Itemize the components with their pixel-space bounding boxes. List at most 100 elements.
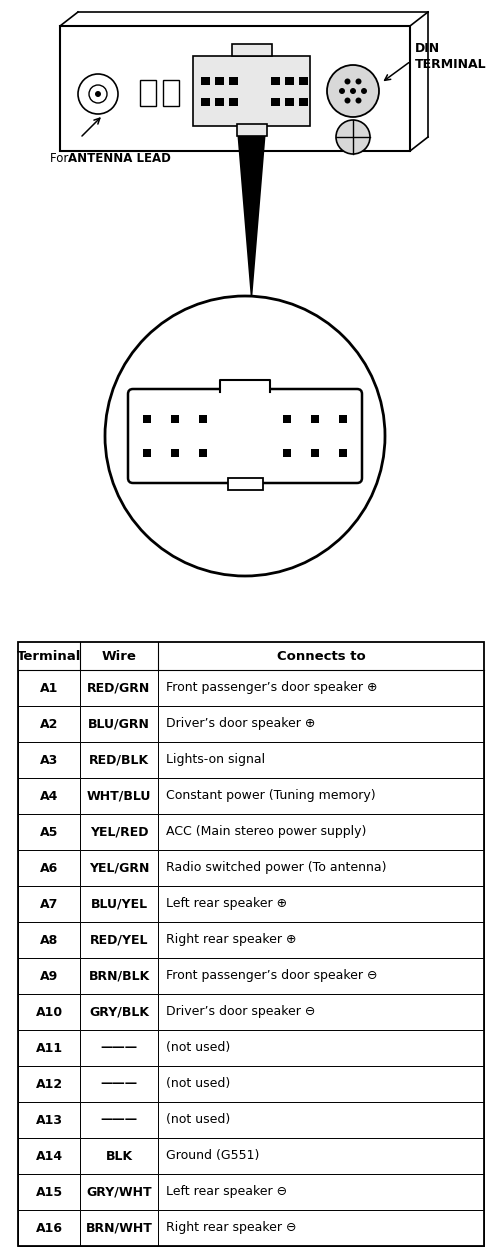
Bar (201, 98, 210, 106)
Text: A5: A5 (40, 825, 58, 839)
Bar (80, 1138, 158, 1174)
Bar (220, 379, 270, 394)
Text: A10: A10 (36, 1006, 62, 1019)
Circle shape (356, 78, 362, 84)
Text: A2: A2 (40, 717, 58, 731)
Bar (18, 642, 484, 1246)
Text: A16: A16 (36, 1222, 62, 1235)
Bar (80, 850, 158, 885)
Bar (158, 1138, 484, 1174)
Bar (311, 414, 319, 423)
Bar (80, 1066, 158, 1102)
Bar (80, 1102, 158, 1138)
Text: A13: A13 (36, 1114, 62, 1127)
Text: GRY/BLK: GRY/BLK (89, 1006, 149, 1019)
FancyBboxPatch shape (128, 389, 362, 484)
Text: Right rear speaker ⊕: Right rear speaker ⊕ (166, 933, 296, 947)
Text: Right rear speaker ⊖: Right rear speaker ⊖ (166, 1222, 296, 1235)
Bar (158, 1210, 484, 1246)
Circle shape (327, 65, 379, 117)
Bar (193, 57, 310, 126)
Bar (80, 1174, 158, 1210)
Bar (158, 1030, 484, 1066)
Circle shape (105, 296, 385, 577)
Bar (18, 669, 80, 706)
Text: Front passenger’s door speaker ⊕: Front passenger’s door speaker ⊕ (166, 682, 378, 695)
Bar (201, 77, 210, 84)
Bar (18, 1174, 80, 1210)
Text: RED/GRN: RED/GRN (88, 682, 150, 695)
Text: Left rear speaker ⊕: Left rear speaker ⊕ (166, 898, 287, 911)
Bar (158, 777, 484, 814)
Text: Driver’s door speaker ⊖: Driver’s door speaker ⊖ (166, 1006, 316, 1019)
Text: ———: ——— (100, 1041, 138, 1055)
Bar (18, 958, 80, 993)
Bar (18, 777, 80, 814)
Text: RED/BLK: RED/BLK (89, 754, 149, 766)
Text: BRN/BLK: BRN/BLK (88, 970, 150, 982)
Bar (80, 1030, 158, 1066)
Bar (158, 706, 484, 742)
Bar (80, 742, 158, 777)
Bar (299, 98, 308, 106)
Text: A11: A11 (36, 1041, 62, 1055)
Text: BLK: BLK (106, 1149, 132, 1163)
Text: (not used): (not used) (166, 1041, 230, 1055)
Text: Terminal: Terminal (17, 649, 81, 662)
Bar (339, 414, 347, 423)
Text: Left rear speaker ⊖: Left rear speaker ⊖ (166, 1186, 287, 1198)
Bar (60, 26, 410, 151)
Text: ACC (Main stereo power supply): ACC (Main stereo power supply) (166, 825, 366, 839)
Text: (not used): (not used) (166, 1114, 230, 1127)
Circle shape (344, 78, 350, 84)
Text: A9: A9 (40, 970, 58, 982)
Text: A8: A8 (40, 933, 58, 947)
Bar (171, 448, 179, 457)
Bar (158, 742, 484, 777)
Bar (80, 993, 158, 1030)
Bar (18, 706, 80, 742)
Bar (18, 1030, 80, 1066)
Text: BLU/GRN: BLU/GRN (88, 717, 150, 731)
Text: Radio switched power (To antenna): Radio switched power (To antenna) (166, 862, 386, 874)
Bar (80, 922, 158, 958)
Circle shape (361, 88, 367, 94)
Text: A8: A8 (323, 359, 342, 373)
Bar (199, 448, 207, 457)
Bar (18, 814, 80, 850)
Text: A15: A15 (36, 1186, 62, 1198)
Bar (158, 850, 484, 885)
Bar (158, 814, 484, 850)
Bar (236, 124, 266, 136)
Bar (232, 44, 272, 57)
Bar (158, 1174, 484, 1210)
Text: DIN: DIN (415, 43, 440, 55)
Text: A12: A12 (36, 1078, 62, 1090)
Text: ———: ——— (100, 1078, 138, 1090)
Bar (199, 414, 207, 423)
Text: A7: A7 (40, 898, 58, 911)
Text: YEL/GRN: YEL/GRN (89, 862, 149, 874)
Text: Connects to: Connects to (276, 649, 366, 662)
Circle shape (95, 90, 101, 97)
Text: A4: A4 (40, 790, 58, 803)
Text: WHT/BLU: WHT/BLU (87, 790, 151, 803)
Bar (215, 98, 224, 106)
Bar (80, 669, 158, 706)
Bar (80, 958, 158, 993)
Text: A1: A1 (40, 682, 58, 695)
Bar (171, 414, 179, 423)
Bar (80, 777, 158, 814)
Bar (229, 77, 238, 84)
Text: BRN/WHT: BRN/WHT (86, 1222, 152, 1235)
Bar (18, 1138, 80, 1174)
Bar (228, 479, 262, 490)
Bar (158, 885, 484, 922)
Bar (339, 448, 347, 457)
Bar (80, 885, 158, 922)
Text: Wire: Wire (102, 649, 136, 662)
Bar (80, 814, 158, 850)
Text: GRY/WHT: GRY/WHT (86, 1186, 152, 1198)
Bar (143, 414, 151, 423)
Bar (18, 742, 80, 777)
